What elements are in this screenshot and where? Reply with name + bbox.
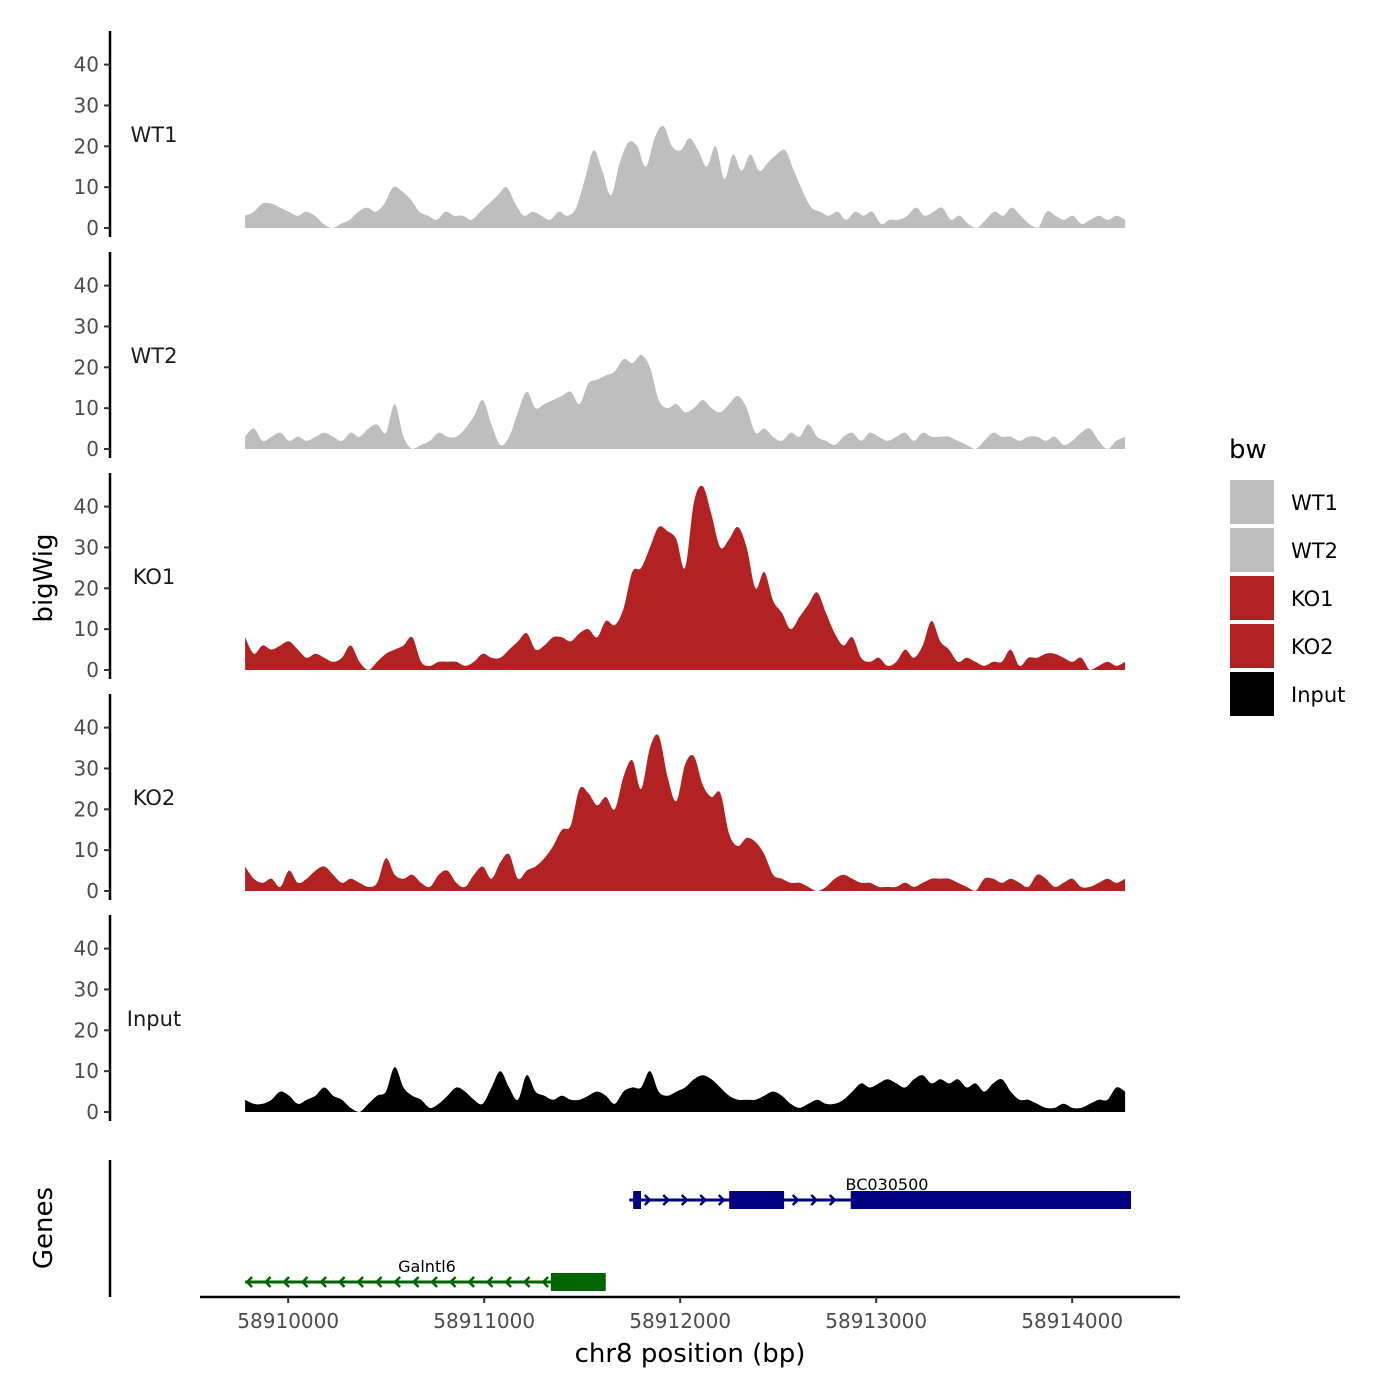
y-tick-label: 20 [74,134,99,158]
coverage-area-wt2 [245,354,1126,449]
strand-arrow-icon [300,1276,309,1288]
legend-swatch-input [1230,672,1274,716]
strand-arrow-icon [662,1194,671,1206]
y-tick-label: 40 [74,495,99,519]
y-tick-label: 40 [74,716,99,740]
x-tick-label: 58913000 [825,1309,927,1333]
x-tick-label: 58911000 [433,1309,535,1333]
strand-arrow-icon [791,1194,800,1206]
y-tick-label: 20 [74,1018,99,1042]
track-label-wt1: WT1 [131,123,178,147]
y-tick-label: 30 [74,314,99,338]
coverage-area-ko2 [245,734,1126,891]
legend-label-ko1: KO1 [1291,587,1334,611]
x-tick-label: 58912000 [629,1309,731,1333]
strand-arrow-icon [448,1276,457,1288]
y-tick-label: 0 [86,216,99,240]
y-tick-label: 0 [86,658,99,682]
y-tick-label: 0 [86,879,99,903]
strand-arrow-icon [356,1276,364,1288]
y-axis-title: bigWig [29,533,59,622]
y-tick-label: 40 [74,53,99,77]
legend-label-ko2: KO2 [1291,635,1334,659]
x-tick-label: 58910000 [237,1309,339,1333]
y-tick-label: 0 [86,437,99,461]
strand-arrow-icon [467,1276,475,1288]
gene-exon [729,1191,785,1209]
y-tick-label: 10 [74,1059,99,1083]
strand-arrow-icon [643,1194,652,1206]
strand-arrow-icon [504,1276,512,1288]
strand-arrow-icon [810,1194,819,1206]
track-label-wt2: WT2 [131,344,178,368]
strand-arrow-icon [485,1276,494,1288]
strand-arrow-icon [319,1276,327,1288]
y-tick-label: 40 [74,274,99,298]
strand-arrow-icon [245,1276,253,1288]
y-tick-label: 30 [74,535,99,559]
legend-label-input: Input [1291,683,1345,707]
y-tick-label: 30 [74,977,99,1001]
gene-exon [633,1191,641,1209]
coverage-area-input [245,1067,1126,1112]
strand-arrow-icon [430,1276,438,1288]
strand-arrow-icon [411,1276,420,1288]
x-axis-title: chr8 position (bp) [575,1339,806,1369]
x-tick-label: 58914000 [1021,1309,1123,1333]
strand-arrow-icon [541,1276,549,1288]
y-tick-label: 40 [74,937,99,961]
y-tick-label: 10 [74,175,99,199]
gene-galntl6: Galntl6 [245,1257,606,1291]
gene-label: BC030500 [846,1175,929,1194]
legend-label-wt1: WT1 [1291,491,1338,515]
coverage-area-wt1 [245,125,1126,228]
y-tick-label: 20 [74,355,99,379]
coverage-area-ko1 [245,485,1126,670]
y-tick-label: 0 [86,1100,99,1124]
y-tick-label: 10 [74,617,99,641]
legend-title: bw [1229,435,1267,465]
legend-label-wt2: WT2 [1291,539,1338,563]
track-label-ko1: KO1 [133,565,176,589]
gene-exon [850,1191,1131,1209]
strand-arrow-icon [680,1194,689,1206]
strand-arrow-icon [337,1276,346,1288]
strand-arrow-icon [699,1194,708,1206]
y-tick-label: 30 [74,93,99,117]
track-label-ko2: KO2 [133,786,176,810]
strand-arrow-icon [282,1276,290,1288]
y-tick-label: 30 [74,756,99,780]
strand-arrow-icon [263,1276,272,1288]
y-tick-label: 10 [74,396,99,420]
legend-swatch-ko2 [1230,624,1274,668]
genes-axis-title: Genes [29,1187,59,1269]
strand-arrow-icon [522,1276,531,1288]
strand-arrow-icon [374,1276,383,1288]
legend-swatch-wt1 [1230,480,1274,524]
gene-bc030500: BC030500 [629,1175,1131,1209]
legend-swatch-wt2 [1230,528,1274,572]
gene-exon [550,1273,606,1291]
track-label-input: Input [127,1007,181,1031]
strand-arrow-icon [828,1194,837,1206]
strand-arrow-icon [717,1194,726,1206]
y-tick-label: 20 [74,797,99,821]
y-tick-label: 20 [74,576,99,600]
strand-arrow-icon [393,1276,401,1288]
y-tick-label: 10 [74,838,99,862]
legend-swatch-ko1 [1230,576,1274,620]
gene-label: Galntl6 [398,1257,456,1276]
